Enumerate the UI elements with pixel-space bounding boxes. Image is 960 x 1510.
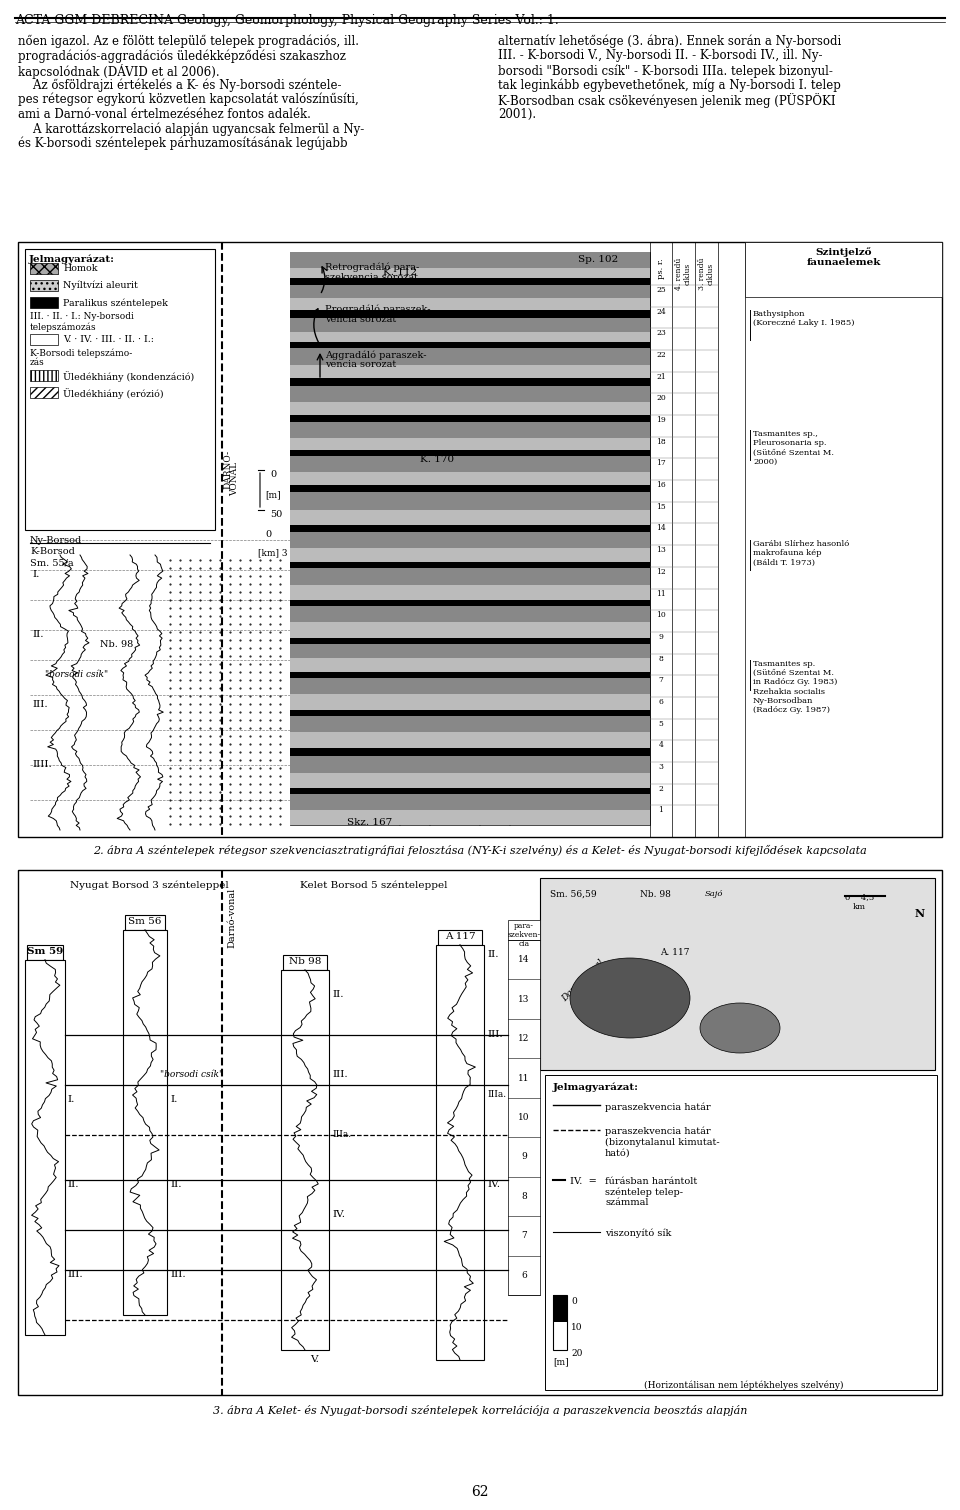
Bar	[290, 716, 650, 732]
Text: 8: 8	[659, 654, 663, 663]
Text: IIIa.: IIIa.	[545, 660, 564, 669]
Bar	[281, 969, 329, 1350]
Text: IIIa.: IIIa.	[332, 1129, 351, 1139]
Text: 10: 10	[571, 1323, 583, 1332]
Text: ps. r.: ps. r.	[657, 258, 665, 279]
Bar	[290, 450, 650, 456]
Text: (Horizontálisan nem léptékhelyes szelvény): (Horizontálisan nem léptékhelyes szelvén…	[644, 1380, 843, 1389]
Bar	[290, 365, 650, 378]
Text: ACTA GGM DEBRECINA Geology, Geomorphology, Physical Geography Series Vol.: 1.: ACTA GGM DEBRECINA Geology, Geomorpholog…	[15, 14, 559, 27]
Text: 1: 1	[659, 806, 663, 814]
Text: 0: 0	[265, 530, 271, 539]
Bar	[290, 639, 650, 643]
Text: II.: II.	[487, 950, 498, 959]
Bar	[290, 548, 650, 562]
Text: Nb. 98: Nb. 98	[640, 889, 671, 898]
Text: IV.: IV.	[487, 1179, 500, 1188]
Text: 3. rendű
ciklus: 3. rendű ciklus	[698, 258, 715, 290]
Text: 10: 10	[518, 1113, 530, 1122]
Text: nően igazol. Az e fölött települő telepek progradációs, ill.: nően igazol. Az e fölött települő telepe…	[18, 35, 359, 48]
Text: Nb. 98: Nb. 98	[100, 640, 133, 649]
Text: N: N	[915, 908, 925, 920]
Bar	[290, 809, 650, 824]
Text: 7: 7	[521, 1231, 527, 1240]
Text: II.: II.	[332, 991, 344, 1000]
Text: V. · IV. · III. · II. · I.:: V. · IV. · III. · II. · I.:	[63, 335, 154, 344]
Text: 20: 20	[571, 1348, 583, 1357]
Text: 50: 50	[270, 510, 282, 519]
Text: Retrogradáló para-: Retrogradáló para-	[325, 263, 420, 272]
Bar	[290, 584, 650, 599]
Bar	[290, 421, 650, 438]
Text: vencia sorozat: vencia sorozat	[325, 359, 396, 368]
Text: tak leginkább egybevethetőnek, míg a Ny-borsodi I. telep: tak leginkább egybevethetőnek, míg a Ny-…	[498, 79, 841, 92]
Bar	[290, 278, 650, 285]
Bar	[290, 310, 650, 319]
Text: 3: 3	[659, 763, 663, 772]
Text: 2: 2	[659, 785, 663, 793]
Bar	[290, 347, 650, 365]
Text: és K-borsodi széntelepek párhuzamosításának legújabb: és K-borsodi széntelepek párhuzamosításá…	[18, 136, 348, 149]
Text: I.: I.	[545, 435, 552, 444]
Text: 13: 13	[656, 547, 666, 554]
Text: 15: 15	[656, 503, 666, 510]
Bar	[30, 334, 58, 344]
Bar	[18, 870, 942, 1395]
Bar	[290, 732, 650, 747]
Text: ami a Darnó-vonal értelmezéséhez fontos adalék.: ami a Darnó-vonal értelmezéséhez fontos …	[18, 107, 311, 121]
Text: A 117: A 117	[444, 932, 475, 941]
Text: "borsodi csík": "borsodi csík"	[160, 1071, 223, 1080]
Text: 17: 17	[656, 459, 666, 468]
Text: 19: 19	[656, 417, 666, 424]
Text: 10: 10	[656, 612, 666, 619]
Text: 20: 20	[656, 394, 666, 402]
Text: Sm. 55/a: Sm. 55/a	[30, 559, 74, 566]
Bar	[290, 297, 650, 310]
Bar	[436, 945, 484, 1361]
Bar	[25, 960, 65, 1335]
Text: paraszekvencia határ: paraszekvencia határ	[605, 1102, 710, 1111]
Text: 6: 6	[521, 1271, 527, 1280]
Text: Tasmanites sp.,
Pleurosonaria sp.
(Sütőné Szentai M.
2000): Tasmanites sp., Pleurosonaria sp. (Sütőn…	[753, 430, 834, 465]
Text: Nb 98: Nb 98	[289, 957, 322, 966]
Bar	[18, 242, 942, 837]
Text: [km] 3: [km] 3	[258, 548, 287, 557]
Bar	[540, 877, 935, 1071]
Text: 2. ábra A széntelepek rétegsor szekvenciasztratigráfiai felosztása (NY-K-i szelv: 2. ábra A széntelepek rétegsor szekvenci…	[93, 846, 867, 856]
Text: Nyugat Borsod 3 szénteleppel: Nyugat Borsod 3 szénteleppel	[70, 880, 228, 889]
Bar	[290, 599, 650, 606]
Bar	[508, 920, 540, 941]
Text: borsodi "Borsodi csík" - K-borsodi IIIa. telepek bizonyul-: borsodi "Borsodi csík" - K-borsodi IIIa.…	[498, 63, 833, 77]
Text: 6: 6	[659, 698, 663, 705]
Bar	[125, 915, 165, 930]
Text: 62: 62	[471, 1484, 489, 1499]
Text: IIII.: IIII.	[32, 760, 52, 769]
Text: Ny-Borsod: Ny-Borsod	[30, 536, 83, 545]
Text: II.: II.	[170, 1179, 181, 1188]
Bar	[30, 279, 58, 291]
Bar	[290, 267, 650, 278]
Text: Nyíltvízi aleurit: Nyíltvízi aleurit	[63, 281, 137, 290]
Text: IV.: IV.	[545, 729, 558, 738]
Text: Tasmanites sp.
(Sütőné Szentai M.
in Radócz Gy. 1983)
Rzehakia socialis
Ny-Borso: Tasmanites sp. (Sütőné Szentai M. in Rad…	[753, 660, 837, 714]
Text: DARNÓ-: DARNÓ-	[224, 450, 232, 489]
Bar	[290, 341, 650, 347]
Text: fúrásban harántolt
széntelep telep-
számmal: fúrásban harántolt széntelep telep- szám…	[605, 1176, 697, 1208]
Text: Kelet Borsod 5 szénteleppel: Kelet Borsod 5 szénteleppel	[300, 880, 447, 889]
Bar	[290, 658, 650, 672]
Text: 9: 9	[521, 1152, 527, 1161]
Text: Darnó-vonal: Darnó-vonal	[560, 957, 606, 1004]
Text: viszonyító sík: viszonyító sík	[605, 1229, 671, 1238]
Text: para-
szekven-
cia: para- szekven- cia	[508, 923, 540, 948]
Bar	[290, 695, 650, 710]
Bar	[123, 930, 167, 1315]
Bar	[290, 473, 650, 485]
Bar	[290, 532, 650, 548]
Text: Szintjelző
faunaelemek: Szintjelző faunaelemek	[806, 248, 880, 267]
Bar	[290, 710, 650, 716]
Text: Aggradáló paraszek-: Aggradáló paraszek-	[325, 350, 426, 359]
Bar	[290, 252, 650, 824]
Text: III. - K-borsodi V., Ny-borsodi II. - K-borsodi IV., ill. Ny-: III. - K-borsodi V., Ny-borsodi II. - K-…	[498, 50, 823, 62]
Text: I.: I.	[67, 1095, 74, 1104]
Text: IV.  =: IV. =	[570, 1176, 597, 1185]
